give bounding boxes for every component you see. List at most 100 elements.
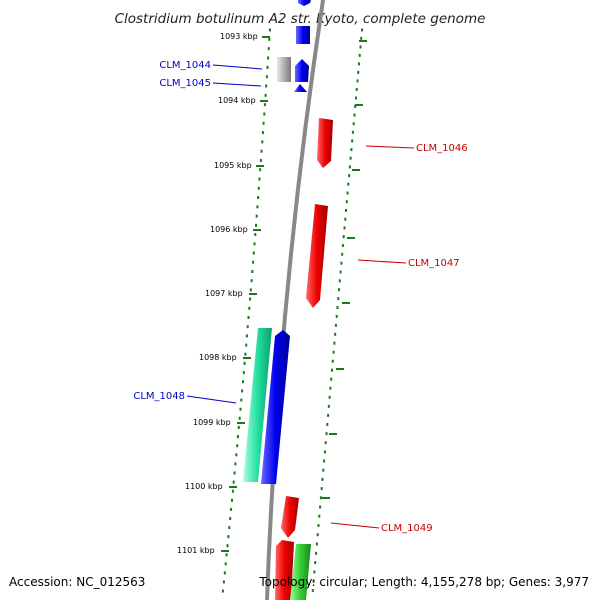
map-title: Clostridium botulinum A2 str. Kyoto, com…: [115, 11, 486, 27]
inner-arc-dot: [231, 489, 234, 493]
gene-feature-bottom-red[interactable]: [275, 540, 294, 600]
outer-arc-dot: [335, 314, 338, 318]
outer-arc-dot: [316, 533, 319, 537]
outer-arc-dot: [338, 279, 341, 283]
gene-clm-1048-teal[interactable]: [243, 328, 272, 482]
gene-clm-1045[interactable]: [294, 84, 307, 92]
kbp-tick-1095: 1095 kbp: [214, 161, 252, 170]
inner-arc-dot: [232, 480, 235, 484]
inner-arc-dot: [247, 316, 250, 319]
gene-features: [243, 0, 333, 600]
inner-arc-dot: [263, 112, 266, 116]
outer-dotted-arc: [311, 28, 363, 593]
inner-arc-dot: [262, 121, 265, 125]
inner-arc-dot: [264, 93, 267, 97]
inner-arc-dot: [239, 407, 242, 411]
outer-arc-dot: [338, 288, 341, 292]
inner-arc-dot: [246, 325, 249, 329]
outer-arc-dot: [323, 459, 326, 463]
outer-arc-dot: [351, 139, 354, 143]
inner-arc-dot: [240, 398, 243, 402]
label-clm-1049[interactable]: CLM_1049: [381, 523, 433, 534]
inner-arc-dot: [242, 371, 245, 375]
outer-arc-dot: [341, 252, 344, 256]
inner-arc-dot: [257, 196, 260, 199]
inner-arc-dot: [226, 544, 229, 548]
outer-arc-dot: [346, 191, 349, 195]
label-clm-1047[interactable]: CLM_1047: [408, 258, 460, 269]
inner-arc-dot: [249, 288, 252, 292]
outer-arc-dot: [356, 79, 359, 83]
outer-arc-dot: [340, 261, 343, 265]
inner-arc-dot: [261, 131, 264, 135]
inner-arc-dot: [257, 186, 260, 190]
outer-arc-dot: [352, 122, 355, 126]
gene-feature-blue-upper[interactable]: [296, 26, 310, 44]
outer-arc-dot: [339, 270, 342, 274]
outer-arc-dot: [313, 570, 316, 574]
label-clm-1046[interactable]: CLM_1046: [416, 143, 468, 154]
inner-arc-dot: [254, 233, 257, 236]
inner-arc-dot: [230, 507, 233, 511]
outer-arc-dot: [350, 148, 353, 152]
inner-arc-dot: [256, 205, 259, 209]
inner-arc-dot: [249, 297, 251, 301]
outer-arc-dot: [337, 297, 340, 301]
outer-arc-dot: [327, 404, 330, 408]
gene-clm-1049[interactable]: [281, 496, 299, 538]
inner-arc-dot: [221, 589, 224, 593]
inner-arc-dot: [255, 223, 257, 227]
outer-arc-dot: [319, 505, 322, 509]
label-clm-1045[interactable]: CLM_1045: [159, 78, 211, 89]
outer-arc-dot: [319, 496, 322, 500]
gene-labels: CLM_1044 CLM_1045 CLM_1046 CLM_1047 CLM_…: [133, 60, 467, 534]
inner-arc-dot: [243, 361, 246, 365]
gene-feature-top-blue[interactable]: [298, 0, 311, 6]
inner-arc-dot: [244, 352, 247, 356]
outer-arc-dot: [353, 113, 356, 117]
gene-clm-1047[interactable]: [306, 204, 328, 308]
gene-clm-1046[interactable]: [317, 118, 333, 168]
outer-arc-dot: [358, 62, 360, 66]
outer-arc-dot: [336, 306, 339, 309]
outer-arc-dot: [341, 244, 344, 247]
outer-arc-dot: [355, 87, 358, 91]
inner-arc-dot: [227, 535, 230, 539]
outer-arc-dot: [331, 368, 333, 372]
label-clm-1048[interactable]: CLM_1048: [133, 391, 185, 402]
outer-arc-dot: [325, 432, 328, 436]
inner-arc-dot: [253, 242, 256, 246]
leader-line-clm-1049: [330, 522, 380, 529]
label-clm-1044[interactable]: CLM_1044: [159, 60, 211, 71]
outer-arc-dot: [345, 200, 348, 204]
inner-arc-dot: [223, 571, 226, 575]
gene-feature-blue-arrow-1[interactable]: [295, 59, 309, 82]
inner-arc-dot: [255, 214, 258, 218]
outer-arc-dot: [320, 487, 323, 491]
inner-arc-dot: [261, 140, 264, 144]
gene-clm-1048[interactable]: [261, 330, 290, 484]
inner-arc-dot: [267, 47, 270, 51]
outer-arc-dot: [355, 96, 357, 100]
inner-arc-dot: [238, 416, 241, 420]
outer-arc-dot: [331, 359, 334, 363]
kbp-tick-1096: 1096 kbp: [210, 225, 248, 234]
inner-arc-dot: [250, 279, 253, 283]
outer-arc-dot: [315, 551, 318, 555]
inner-arc-dot: [224, 562, 227, 566]
inner-arc-dot: [245, 334, 248, 338]
gene-feature-bottom-green[interactable]: [290, 544, 311, 600]
inner-arc-dot: [228, 526, 231, 530]
outer-arc-dot: [334, 323, 337, 327]
inner-arc-dot: [235, 453, 238, 457]
kbp-tick-1097: 1097 kbp: [205, 289, 243, 298]
accession-text: Accession: NC_012563: [9, 575, 145, 589]
outer-arc-dot: [348, 174, 351, 178]
inner-arc-dot: [269, 28, 271, 32]
topology-text: Topology: circular; Length: 4,155,278 bp…: [258, 575, 589, 589]
gene-clm-1044[interactable]: [277, 57, 291, 82]
inner-arc-dot: [252, 260, 255, 264]
inner-arc-dot: [265, 84, 268, 88]
outer-arc-dot: [345, 208, 347, 212]
